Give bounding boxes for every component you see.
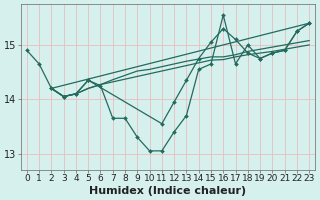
X-axis label: Humidex (Indice chaleur): Humidex (Indice chaleur) [90,186,247,196]
